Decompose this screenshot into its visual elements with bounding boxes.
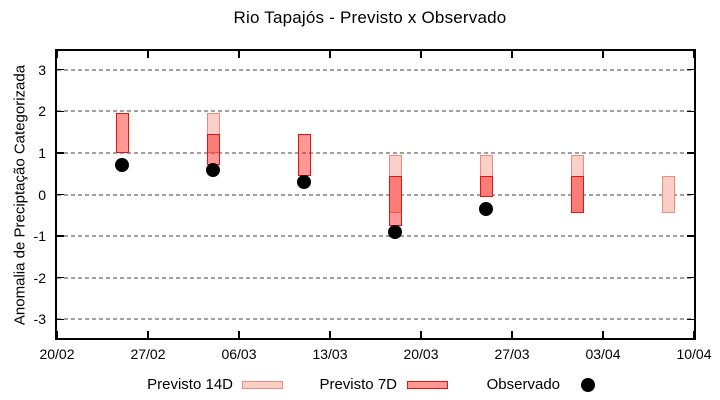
y-axis-tick: [57, 110, 64, 113]
x-axis-tick: [420, 51, 422, 58]
x-tick-label: 13/03: [312, 346, 348, 362]
y-axis-tick: [687, 110, 694, 113]
y-axis-tick: [57, 276, 64, 279]
previsto-7d-bar: [570, 175, 584, 214]
y-axis-tick: [687, 235, 694, 237]
y-tick-label: -1: [33, 228, 46, 245]
gridline: [57, 235, 694, 238]
previsto-7d-bar: [479, 175, 493, 197]
x-axis-tick: [602, 51, 604, 58]
previsto-14d-bar: [661, 175, 675, 214]
x-axis-tick: [147, 51, 149, 58]
x-axis-tick: [693, 331, 695, 338]
x-axis-tick: [511, 51, 513, 58]
y-tick-label: 1: [38, 144, 46, 161]
x-axis-tick: [602, 331, 604, 338]
y-axis-tick: [57, 193, 64, 196]
y-tick-label: 2: [38, 103, 46, 120]
x-axis-tick: [693, 51, 695, 58]
y-axis-tick: [687, 318, 694, 321]
x-axis-tick: [420, 331, 422, 338]
x-tick-label: 27/03: [494, 346, 530, 362]
y-axis-tick: [687, 68, 694, 71]
observado-point: [206, 162, 220, 177]
legend-label-previsto-7d: Previsto 7D: [319, 376, 397, 393]
x-axis-tick: [147, 331, 149, 338]
legend-swatch-previsto-14d: [242, 381, 283, 389]
y-tick-label: -2: [33, 269, 46, 286]
x-axis-tick: [56, 51, 58, 58]
legend-observado-marker: [581, 378, 595, 392]
x-axis-tick: [238, 331, 240, 338]
gridline: [57, 193, 694, 196]
y-axis-tick: [57, 68, 64, 71]
previsto-7d-bar: [297, 134, 311, 176]
y-axis-tick: [57, 318, 64, 321]
x-tick-label: 10/04: [676, 346, 712, 362]
observado-point: [297, 175, 311, 190]
y-axis-tick: [57, 235, 64, 237]
gridline: [57, 110, 694, 113]
chart-title: Rio Tapajós - Previsto x Observado: [233, 8, 507, 27]
legend-label-previsto-14d: Previsto 14D: [147, 376, 233, 393]
x-tick-label: 06/03: [221, 346, 257, 362]
y-axis-tick: [687, 276, 694, 279]
observado-point: [479, 202, 493, 217]
observado-point: [388, 224, 402, 239]
observado-point: [115, 158, 129, 173]
x-tick-label: 27/02: [130, 346, 166, 362]
y-tick-label: 0: [38, 186, 46, 203]
gridline: [57, 276, 694, 279]
previsto-7d-bar: [115, 113, 129, 153]
x-tick-label: 20/03: [403, 346, 439, 362]
y-axis-tick: [57, 152, 64, 154]
legend-swatch-previsto-7d: [407, 381, 448, 389]
y-tick-label: 3: [38, 61, 46, 78]
x-axis-tick: [329, 331, 331, 338]
x-axis-tick: [56, 331, 58, 338]
y-tick-label: -3: [33, 311, 46, 328]
plot-area: [55, 49, 696, 340]
y-axis-tick: [687, 152, 694, 154]
x-axis-tick: [238, 51, 240, 58]
gridline: [57, 151, 694, 154]
previsto-7d-bar: [206, 134, 220, 166]
x-tick-label: 03/04: [585, 346, 621, 362]
x-axis-tick: [329, 51, 331, 58]
y-axis-tick: [687, 193, 694, 196]
gridline: [57, 68, 694, 71]
x-axis-tick: [511, 331, 513, 338]
previsto-14d-bar: [206, 113, 220, 153]
legend-label-observado: Observado: [486, 376, 560, 393]
previsto-7d-bar: [388, 175, 402, 226]
gridline: [57, 318, 694, 321]
x-tick-label: 20/02: [39, 346, 75, 362]
